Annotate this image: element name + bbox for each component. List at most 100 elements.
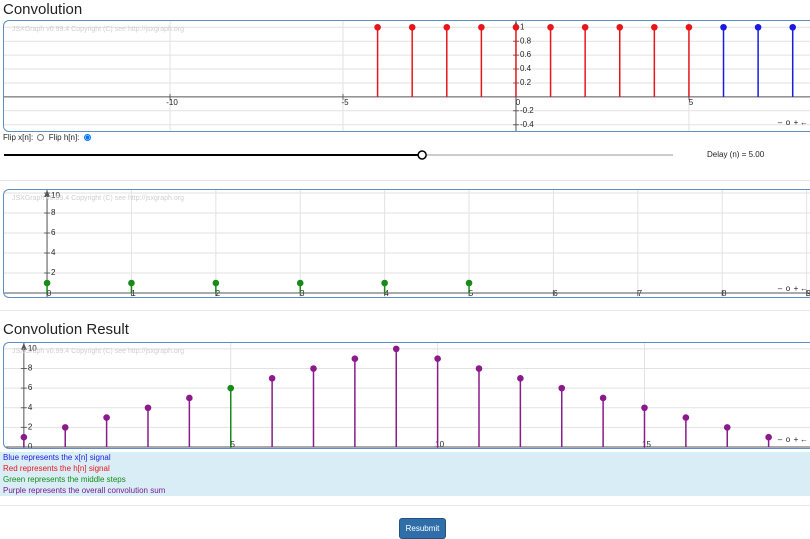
flip-controls: Flip x[n]: Flip h[n]: xyxy=(3,133,93,142)
stem-point xyxy=(547,23,554,31)
y-tick-label: 0.4 xyxy=(520,64,532,73)
stem-point xyxy=(581,23,589,31)
stem-point xyxy=(651,23,658,31)
stem-point xyxy=(682,414,690,421)
resubmit-button[interactable]: Resubmit xyxy=(399,518,446,539)
y-tick-label: -0.2 xyxy=(520,106,534,115)
legend-entry: Purple represents the overall convolutio… xyxy=(3,486,166,495)
legend-entry: Red represents the h[n] signal xyxy=(3,464,110,473)
nav-button[interactable]: – xyxy=(778,118,783,127)
stem-point xyxy=(374,23,381,31)
stem-point xyxy=(227,384,235,392)
x-tick-label: 15 xyxy=(642,440,651,448)
flip-h-label: Flip h[n]: xyxy=(48,133,80,142)
stem-point xyxy=(720,23,727,31)
y-tick-label: 10 xyxy=(28,344,37,353)
nav-button[interactable]: ← xyxy=(800,284,808,293)
y-tick-label: 8 xyxy=(28,364,33,373)
y-tick-label: 1 xyxy=(520,22,525,31)
stem-point xyxy=(475,365,483,372)
delay-slider[interactable] xyxy=(0,145,690,165)
slider-knob[interactable] xyxy=(417,150,427,160)
x-tick-label: -10 xyxy=(166,98,178,107)
separator xyxy=(0,310,810,311)
y-tick-label: 0.6 xyxy=(520,50,532,59)
y-tick-label: 6 xyxy=(28,383,33,392)
y-tick-label: -0.4 xyxy=(520,120,534,129)
legend-entry: Green represents the middle steps xyxy=(3,475,126,484)
stem-point xyxy=(434,355,441,363)
stem-point xyxy=(103,414,110,421)
nav-button[interactable]: ← xyxy=(800,118,808,127)
stem-point xyxy=(381,279,388,287)
delay-readout: Delay (n) = 5.00 xyxy=(707,150,764,159)
stem-point xyxy=(212,279,220,287)
stem-point xyxy=(765,433,772,441)
x-tick-label: 0 xyxy=(516,98,521,107)
stem-point xyxy=(392,345,400,353)
y-tick-label: 6 xyxy=(51,228,56,237)
nav-button[interactable]: + xyxy=(794,118,799,127)
board-canvas: -10 -5 0 5 -0.4 -0.2 0.2 0.4 0.6 0.8 1 JSXGraph v0.… xyxy=(4,21,810,131)
nav-button[interactable]: + xyxy=(794,284,799,293)
nav-button[interactable]: o xyxy=(786,435,791,444)
stem-point xyxy=(754,23,762,31)
nav-button[interactable]: + xyxy=(794,435,799,444)
signal-board: -10 -5 0 5 -0.4 -0.2 0.2 0.4 0.6 0.8 1 JSXGraph v0.… xyxy=(3,20,810,132)
nav-button[interactable]: ← xyxy=(800,435,808,444)
stem-point xyxy=(443,23,451,31)
stem-point xyxy=(685,23,693,31)
y-tick-label: 4 xyxy=(28,403,33,412)
stem-point xyxy=(351,355,359,363)
y-tick-label: 0.8 xyxy=(520,36,532,45)
x-tick-label: 10 xyxy=(435,440,444,448)
stem-point xyxy=(789,23,797,31)
y-tick-label: 8 xyxy=(51,208,56,217)
stem-point xyxy=(599,394,607,402)
y-axis-arrow xyxy=(20,343,27,350)
nav-button[interactable]: – xyxy=(778,435,783,444)
stem-point xyxy=(144,404,152,412)
nav-button[interactable]: o xyxy=(786,118,791,127)
stem-point xyxy=(268,375,276,382)
stem-point xyxy=(512,23,520,31)
board-canvas: 0123456789246810JSXGraph v0.99.4 Copyrig… xyxy=(4,190,810,297)
nav-button[interactable]: o xyxy=(786,284,791,293)
steps-board: 0123456789246810JSXGraph v0.99.4 Copyrig… xyxy=(3,189,810,298)
stem-point xyxy=(128,279,135,287)
stem-point xyxy=(465,279,473,287)
x-tick-label: 5 xyxy=(689,98,694,107)
y-tick-label: 2 xyxy=(51,268,56,277)
page-title: Convolution xyxy=(3,1,83,18)
x-tick-label: -5 xyxy=(341,98,349,107)
copyright: JSXGraph v0.99.4 Copyright (C) see http:… xyxy=(12,195,184,202)
nav-button[interactable]: – xyxy=(778,284,783,293)
stem-point xyxy=(61,424,69,431)
flip-h-radio[interactable] xyxy=(83,134,91,142)
delay-value: 5.00 xyxy=(748,150,765,159)
stem-point xyxy=(186,394,193,402)
flip-x-radio[interactable] xyxy=(37,134,45,142)
y-tick-label: 10 xyxy=(51,191,60,200)
legend-entry: Blue represents the x[n] signal xyxy=(3,453,111,462)
stem-point xyxy=(616,23,624,31)
y-axis-arrow xyxy=(44,190,51,197)
stem-point xyxy=(20,433,28,441)
stem-point xyxy=(408,23,416,31)
copyright: JSXGraph v0.99.4 Copyright (C) see http:… xyxy=(12,26,184,33)
stem-point xyxy=(43,279,51,287)
stem-point xyxy=(723,424,731,431)
y-tick-label: 0.2 xyxy=(520,78,532,87)
stem-point xyxy=(517,375,524,382)
stem-point xyxy=(558,384,566,392)
separator xyxy=(0,180,810,181)
x-tick-label: 5 xyxy=(231,440,236,448)
delay-label: Delay (n) = xyxy=(707,150,747,159)
stem-point xyxy=(310,365,317,372)
stem-point xyxy=(478,23,485,31)
flip-x-label: Flip x[n]: xyxy=(3,133,34,142)
result-board: 5 10 15 0 2 4 6 8 10 JSXGraph v0.99.4 Copyright (… xyxy=(3,342,810,449)
y-tick-label: 0 xyxy=(28,442,33,448)
